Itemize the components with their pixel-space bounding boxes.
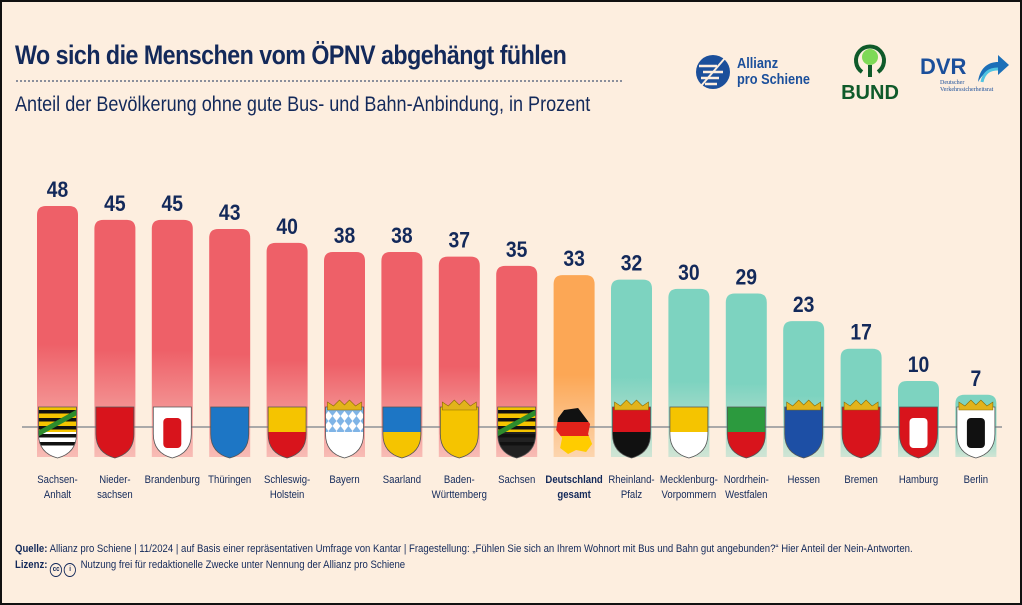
category-label: Deutschland [545,474,602,486]
category-label: Westfalen [725,489,768,501]
coat-of-arms-brandenburg-icon [152,406,192,459]
value-label: 43 [219,201,241,225]
chart-subtitle: Anteil der Bevölkerung ohne gute Bus- un… [15,93,591,116]
category-label: Pfalz [621,489,642,501]
title-divider [16,80,622,82]
category-label: Berlin [964,474,989,486]
value-label: 48 [47,178,69,202]
coat-of-arms-nordrhein-westfalen-icon [726,406,766,459]
bar-brandenburg [151,219,193,457]
category-label: Schleswig- [264,474,310,486]
dvr-logo-line1: Deutscher [940,80,965,86]
value-label: 23 [793,293,815,317]
value-label: 10 [908,353,930,377]
value-label: 29 [736,265,758,289]
category-label: Anhalt [44,489,71,501]
value-label: 32 [621,252,643,276]
source-text: Allianz pro Schiene | 11/2024 | auf Basi… [47,543,913,555]
dvr-logo: DVR Deutscher Verkehrssicherheitsrat [920,54,1020,93]
bar-chart: 48 Sachsen- Anhalt 45 Nieder-sachsen 45 Brande… [22,178,1002,501]
category-label: Baden- [444,474,475,486]
bar-sachsen-anhalt [37,206,78,457]
value-label: 7 [971,367,982,391]
value-label: 35 [506,238,528,262]
dvr-logo-line2: Verkehrssicherheitsrat [940,87,994,93]
bar-saarland [381,252,423,457]
bund-logo: BUND [840,42,900,103]
category-label: Bremen [844,474,878,486]
coat-of-arms-thueringen-icon [210,406,250,459]
category-label: gesamt [557,489,591,501]
category-label: Rheinland- [608,474,654,486]
category-label: Holstein [270,489,305,501]
category-label: Sachsen [498,474,535,486]
category-label: Hamburg [899,474,939,486]
category-label: Sachsen- [37,474,77,486]
value-label: 45 [104,192,126,216]
value-label: 33 [563,247,585,271]
creative-commons-icon: cc [50,563,63,577]
source-line: Quelle: Allianz pro Schiene | 11/2024 | … [15,543,913,555]
category-label: Brandenburg [145,474,201,486]
bund-tree-icon [854,44,886,77]
category-label: Saarland [383,474,422,486]
chart-title: Wo sich die Menschen vom ÖPNV abgehängt … [15,40,567,70]
category-label: Thüringen [208,474,251,486]
allianz-logo-line1: Allianz [737,55,779,72]
category-label: Nordrhein- [724,474,769,486]
category-label: Württemberg [432,489,487,501]
category-label: Vorpommern [662,489,717,501]
value-label: 38 [334,224,356,248]
coat-of-arms-bayern-icon [325,399,364,459]
license-text: Nutzung frei für redaktionelle Zwecke un… [80,559,406,571]
dvr-arrow-icon [978,55,1009,83]
license-line: Lizenz: cc i Nutzung frei für redaktionel… [15,559,405,577]
germany-flag-map-icon [556,408,593,454]
bar-niedersachsen [94,219,136,457]
attribution-icon: i [64,563,77,577]
bar-schleswig-holstein [266,242,308,457]
category-label: Bayern [329,474,360,486]
coat-of-arms-schleswig-holstein-icon [267,406,307,459]
dvr-logo-text: DVR [920,54,967,79]
value-label: 45 [162,192,184,216]
category-label: Mecklenburg- [660,474,718,486]
category-label: Hessen [787,474,820,486]
coat-of-arms-rheinland-pfalz-icon [612,399,651,459]
value-label: 17 [850,321,872,345]
value-label: 30 [678,261,700,285]
license-label: Lizenz: [15,559,48,571]
value-label: 38 [391,224,413,248]
category-label: sachsen [97,489,133,501]
allianz-pro-schiene-logo: Allianz pro Schiene [695,54,823,90]
bar-th-ringen [209,229,251,457]
allianz-rails-icon [696,55,730,89]
allianz-logo-line2: pro Schiene [737,71,810,88]
source-label: Quelle: [15,543,48,555]
value-label: 37 [449,229,471,253]
category-label: Nieder- [99,474,130,486]
value-label: 40 [276,215,298,239]
bund-logo-text: BUND [841,82,899,104]
